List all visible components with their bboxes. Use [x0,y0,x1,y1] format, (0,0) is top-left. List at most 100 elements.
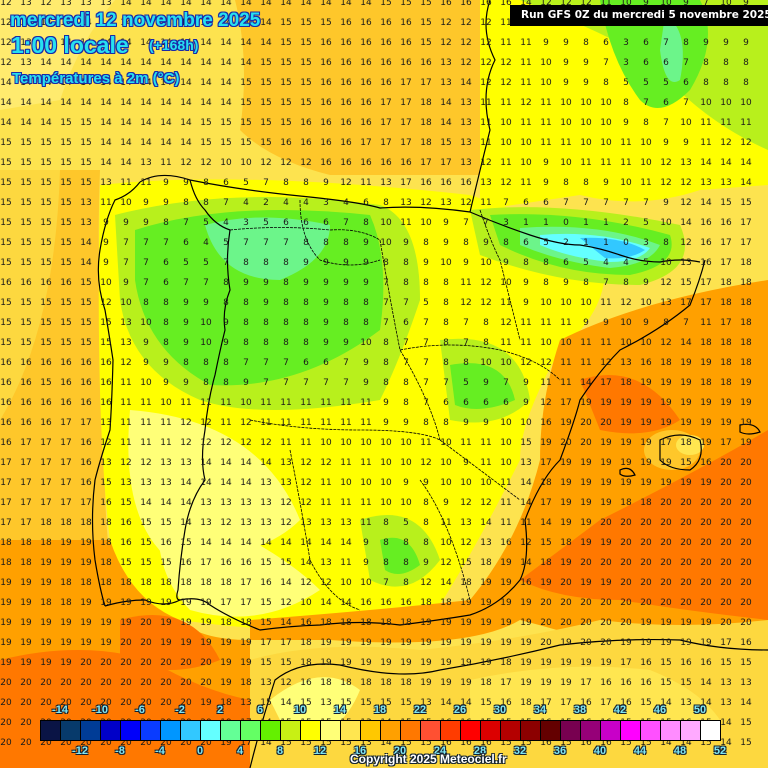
grid-value: 11 [140,178,152,188]
grid-value: 8 [503,238,509,248]
grid-value: 14 [440,98,452,108]
grid-value: 19 [160,618,172,628]
grid-value: 14 [200,58,212,68]
grid-value: 15 [0,298,12,308]
grid-value: 7 [183,218,189,228]
grid-value: 6 [323,218,329,228]
grid-value: 20 [100,738,112,748]
grid-value: 9 [703,38,709,48]
grid-value: 20 [680,578,692,588]
grid-value: 19 [40,638,52,648]
grid-value: 12 [300,578,312,588]
grid-value: 5 [643,218,649,228]
scale-label-bottom: 20 [393,745,407,757]
grid-value: 8 [143,298,149,308]
grid-value: 17 [40,458,52,468]
grid-value: 19 [220,658,232,668]
grid-value: 10 [620,338,632,348]
grid-value: 17 [400,178,412,188]
grid-value: 9 [663,138,669,148]
grid-value: 8 [203,198,209,208]
grid-value: 5 [183,258,189,268]
grid-value: 7 [503,198,509,208]
grid-value: 11 [200,398,212,408]
grid-value: 19 [700,478,712,488]
grid-value: 18 [640,498,652,508]
grid-value: 10 [540,298,552,308]
grid-value: 17 [240,578,252,588]
grid-value: 11 [160,158,172,168]
grid-value: 7 [563,198,569,208]
grid-value: 14 [220,478,232,488]
grid-value: 6 [643,58,649,68]
grid-value: 20 [80,678,92,688]
grid-value: 16 [680,658,692,668]
grid-value: 8 [383,378,389,388]
color-swatch [101,721,121,740]
grid-value: 11 [160,438,172,448]
grid-value: 10 [540,78,552,88]
grid-value: 9 [503,258,509,268]
grid-value: 8 [223,358,229,368]
grid-value: 19 [640,638,652,648]
grid-value: 12 [720,138,732,148]
grid-value: 18 [720,358,732,368]
grid-value: 15 [260,78,272,88]
grid-value: 19 [560,638,572,648]
grid-value: 20 [120,738,132,748]
grid-value: 12 [580,0,592,8]
grid-value: 14 [460,78,472,88]
grid-value: 8 [403,558,409,568]
grid-value: 19 [560,558,572,568]
grid-value: 17 [80,498,92,508]
grid-value: 13 [220,498,232,508]
grid-value: 15 [320,18,332,28]
grid-value: 16 [360,98,372,108]
grid-value: 10 [360,578,372,588]
grid-value: 7 [383,318,389,328]
grid-value: 13 [520,458,532,468]
grid-value: 14 [740,698,752,708]
grid-value: 12 [460,538,472,548]
grid-value: 9 [543,178,549,188]
grid-value: 12 [180,438,192,448]
grid-value: 9 [303,258,309,268]
grid-value: 8 [603,78,609,88]
grid-value: 14 [180,98,192,108]
grid-value: 19 [400,658,412,668]
grid-value: 19 [0,658,12,668]
grid-value: 8 [383,538,389,548]
grid-value: 13 [80,218,92,228]
grid-value: 15 [560,738,572,748]
grid-value: 13 [100,418,112,428]
grid-value: 9 [383,398,389,408]
grid-value: 14 [660,738,672,748]
grid-value: 9 [363,258,369,268]
grid-value: 17 [380,138,392,148]
grid-value: 14 [80,238,92,248]
grid-value: 20 [0,738,12,748]
grid-value: 16 [0,398,12,408]
grid-value: 16 [340,98,352,108]
grid-value: 14 [440,578,452,588]
grid-value: 11 [220,418,232,428]
grid-value: 20 [580,558,592,568]
grid-value: 16 [700,218,712,228]
grid-value: 15 [80,118,92,128]
grid-value: 20 [200,658,212,668]
grid-value: 8 [283,258,289,268]
grid-value: 15 [40,238,52,248]
grid-value: 20 [160,698,172,708]
grid-value: 7 [423,338,429,348]
grid-value: 13 [380,178,392,188]
color-swatch [221,721,241,740]
grid-value: 18 [220,618,232,628]
grid-value: 20 [700,518,712,528]
grid-value: 19 [580,478,592,488]
color-swatch [521,721,541,740]
grid-value: 9 [583,318,589,328]
grid-value: 8 [403,378,409,388]
grid-value: 15 [400,738,412,748]
grid-value: 16 [100,398,112,408]
grid-value: 14 [180,478,192,488]
